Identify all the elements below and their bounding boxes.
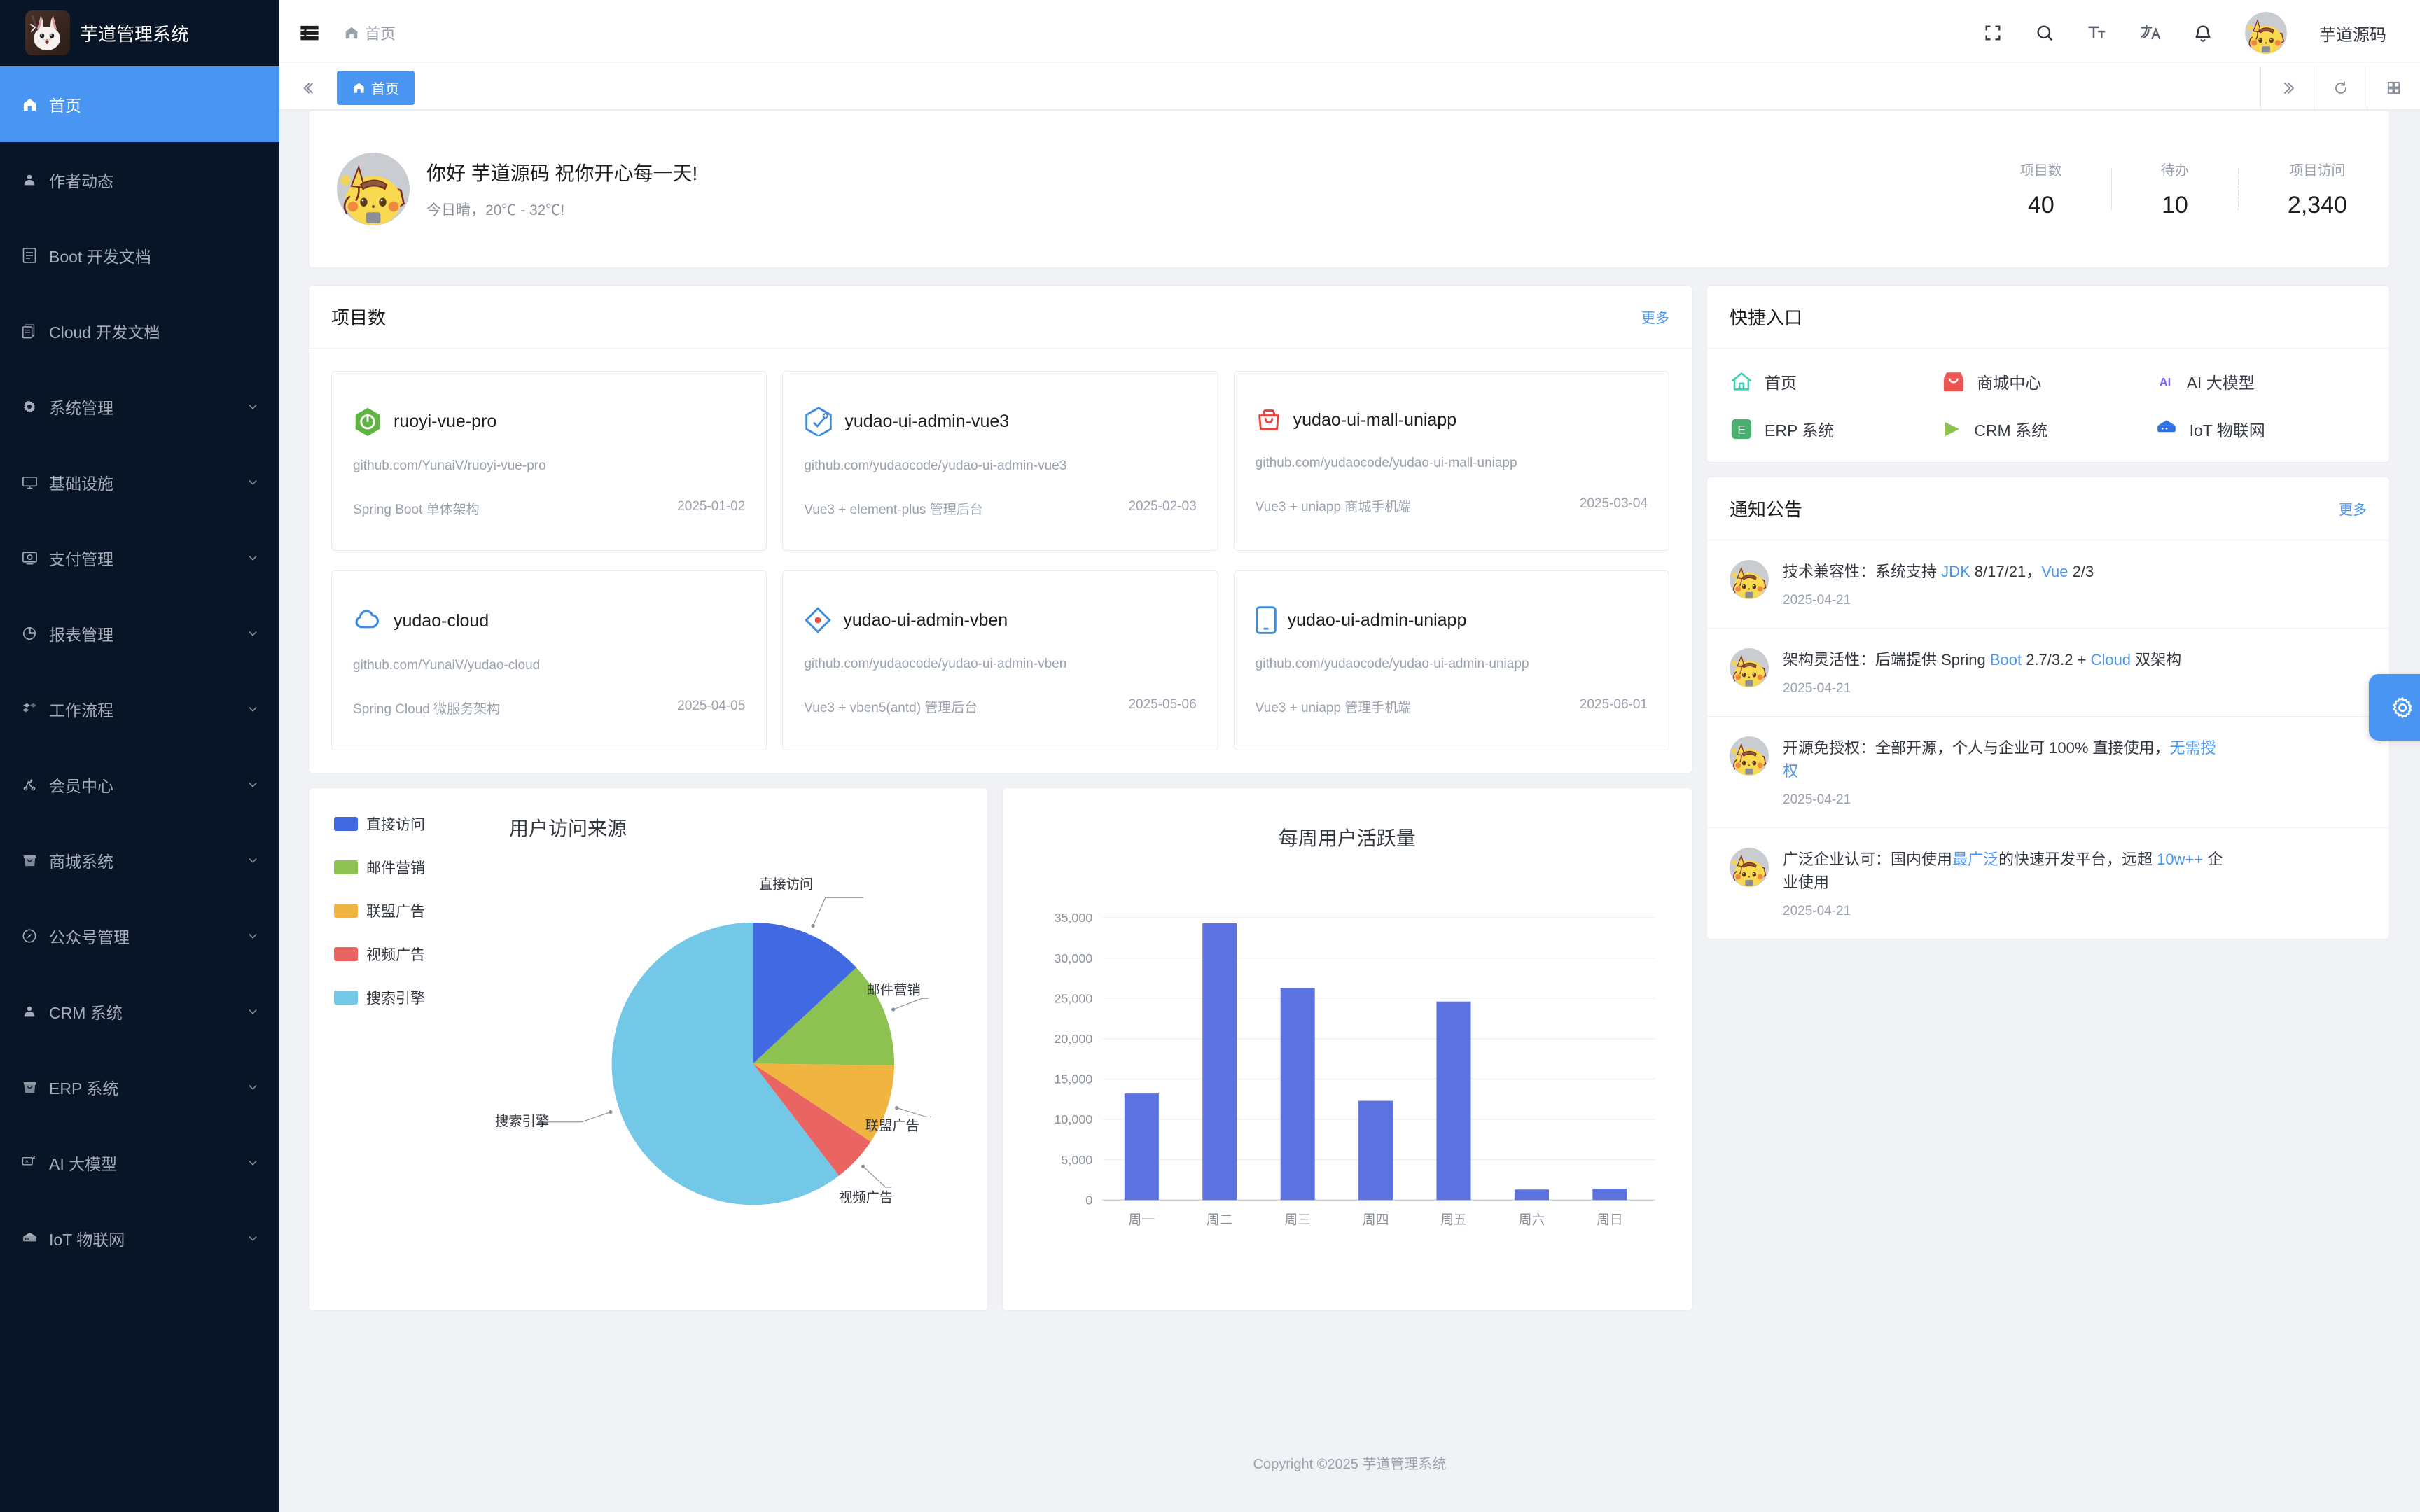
svg-text:AI: AI: [25, 1159, 29, 1164]
svg-text:周日: 周日: [1597, 1212, 1623, 1226]
svg-text:周三: 周三: [1284, 1212, 1311, 1226]
svg-text:周二: 周二: [1206, 1212, 1232, 1226]
svg-text:0: 0: [1085, 1194, 1092, 1208]
svg-text:10,000: 10,000: [1054, 1112, 1092, 1126]
svg-text:AI: AI: [2159, 376, 2170, 388]
svg-text:15,000: 15,000: [1054, 1072, 1092, 1086]
svg-text:周五: 周五: [1440, 1212, 1467, 1226]
svg-text:邮件营销: 邮件营销: [867, 982, 921, 997]
svg-text:搜索引擎: 搜索引擎: [495, 1114, 549, 1129]
svg-text:20,000: 20,000: [1054, 1032, 1092, 1046]
svg-text:视频广告: 视频广告: [839, 1190, 893, 1205]
svg-text:周四: 周四: [1362, 1212, 1389, 1226]
svg-text:30,000: 30,000: [1054, 951, 1092, 965]
svg-text:5,000: 5,000: [1061, 1153, 1092, 1167]
svg-text:周六: 周六: [1518, 1212, 1545, 1226]
svg-text:E: E: [1737, 423, 1745, 436]
svg-text:35,000: 35,000: [1054, 911, 1092, 925]
svg-text:联盟广告: 联盟广告: [865, 1118, 919, 1133]
svg-text:直接访问: 直接访问: [759, 877, 813, 892]
svg-text:周一: 周一: [1128, 1212, 1155, 1226]
svg-text:25,000: 25,000: [1054, 991, 1092, 1005]
